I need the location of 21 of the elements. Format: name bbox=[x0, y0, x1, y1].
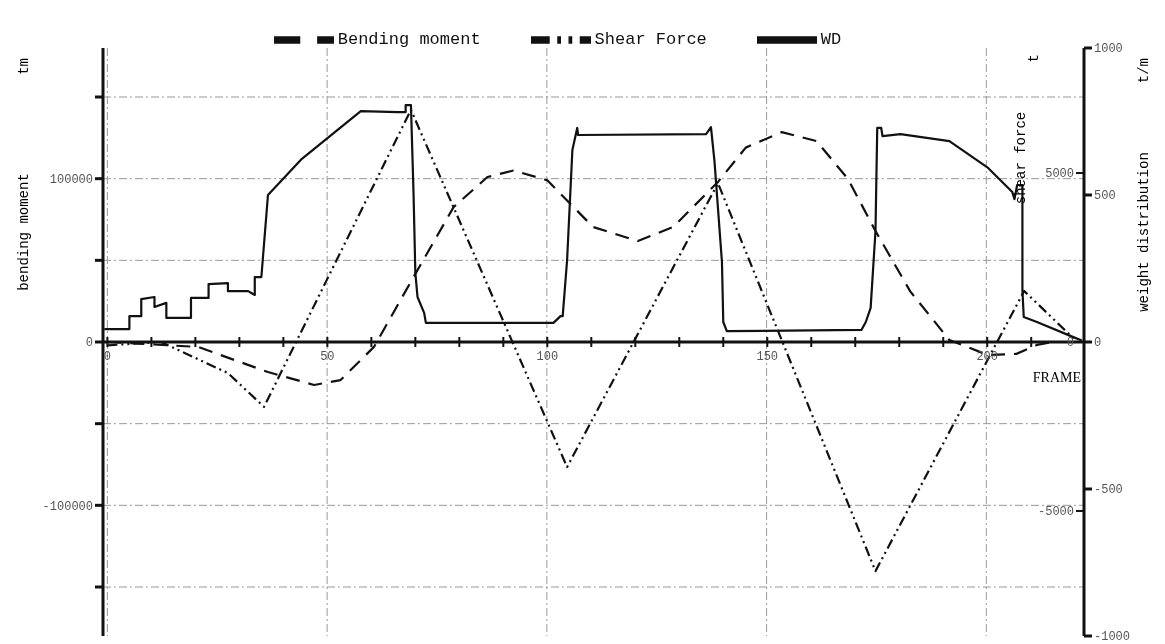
x-tick-label: 100 bbox=[536, 350, 559, 364]
legend-label: WD bbox=[820, 30, 842, 50]
text: bending moment tm bbox=[16, 58, 32, 291]
y2-tick-label: 5000 bbox=[1045, 167, 1074, 182]
text: weight distribution t/m bbox=[1136, 58, 1152, 312]
text: shear force t bbox=[1013, 54, 1042, 205]
y2-tick-label: -5000 bbox=[1037, 505, 1074, 520]
x-axis-title: FRAME bbox=[1032, 370, 1081, 385]
y3-tick-label: 500 bbox=[1094, 189, 1116, 204]
y3-tick-label: 1000 bbox=[1094, 42, 1123, 57]
x-tick-label: 50 bbox=[320, 350, 335, 364]
y3-tick-label: 0 bbox=[1094, 336, 1102, 351]
y3-tick-label: -500 bbox=[1094, 483, 1123, 498]
y3-tick-label: -1000 bbox=[1094, 630, 1131, 644]
legend-label: Shear Force bbox=[594, 30, 707, 50]
y2-tick-label: 0 bbox=[1066, 336, 1074, 351]
y-tick-label: -100000 bbox=[42, 499, 93, 514]
y-tick-label: 100000 bbox=[49, 172, 93, 187]
y-tick-label: 0 bbox=[85, 336, 93, 351]
legend-label: Bending moment bbox=[337, 30, 481, 50]
x-tick-label: 150 bbox=[756, 350, 779, 364]
